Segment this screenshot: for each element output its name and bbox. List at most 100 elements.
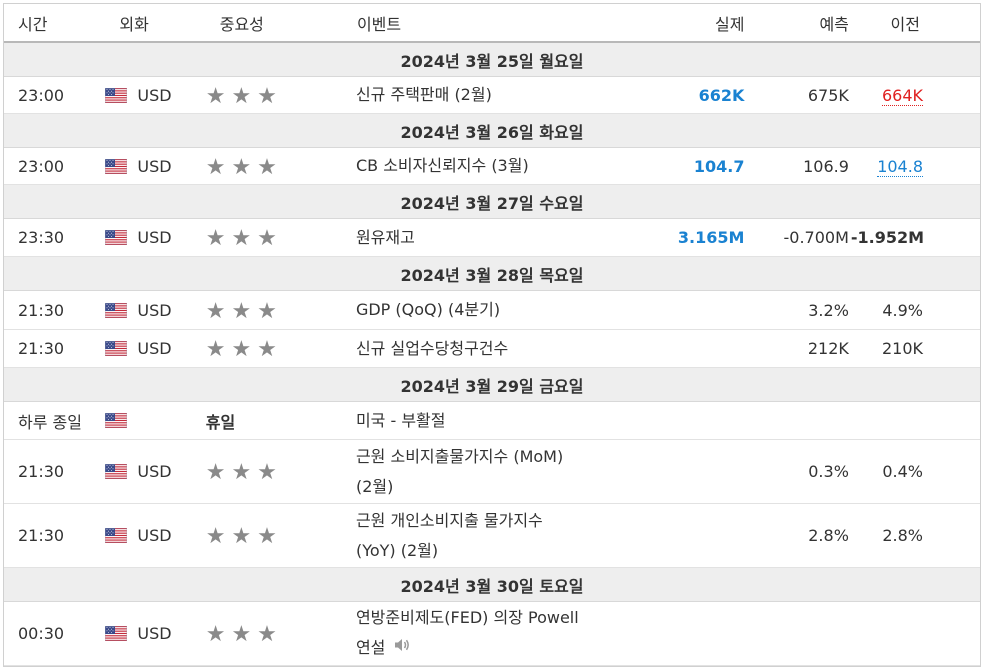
- holiday-row[interactable]: 하루 종일 휴일 미국 - 부활절: [4, 401, 980, 440]
- us-flag-icon: [105, 341, 127, 356]
- actual-value: 104.7: [693, 156, 745, 176]
- us-flag-icon: [105, 528, 127, 543]
- currency-cell: USD: [105, 503, 206, 568]
- event-name-line1: 연방준비제도(FED) 의장 Powell: [355, 608, 579, 628]
- importance-cell: ★★★: [205, 147, 343, 185]
- currency-code: USD: [137, 156, 172, 176]
- currency-cell: USD: [105, 218, 206, 257]
- header-row: 시간 외화 중요성 이벤트 실제 예측 이전: [4, 4, 980, 43]
- currency-cell: [105, 401, 206, 440]
- currency-code: USD: [137, 526, 172, 545]
- forecast-value: 675K: [746, 76, 851, 114]
- previous-value: 2.8%: [850, 503, 980, 568]
- importance-stars-icon: ★★★: [205, 337, 283, 362]
- event-name-link[interactable]: 신규 주택판매 (2월): [342, 76, 626, 114]
- event-row[interactable]: 00:30 USD ★★★ 연방준비제도(FED) 의장 Powell 연설: [4, 601, 980, 666]
- previous-value-revised[interactable]: 104.8: [877, 156, 923, 177]
- calendar-table: 시간 외화 중요성 이벤트 실제 예측 이전 2024년 3월 25일 월요일 …: [4, 4, 980, 666]
- previous-value: -1.952M: [850, 228, 925, 247]
- previous-value: [850, 601, 980, 666]
- currency-code: USD: [137, 85, 172, 105]
- date-row: 2024년 3월 26일 화요일: [4, 113, 980, 148]
- importance-cell: ★★★: [205, 439, 343, 504]
- previous-value-revised[interactable]: 664K: [881, 85, 923, 106]
- previous-value: 0.4%: [850, 439, 980, 504]
- us-flag-icon: [105, 413, 127, 428]
- actual-value: [625, 329, 747, 368]
- date-row: 2024년 3월 25일 월요일: [4, 42, 980, 77]
- event-name-link[interactable]: 근원 개인소비지출 물가지수 (YoY) (2월): [342, 503, 626, 568]
- column-header-forecast[interactable]: 예측: [746, 4, 851, 43]
- actual-value: [625, 290, 747, 330]
- importance-stars-icon: ★★★: [205, 83, 283, 109]
- column-header-previous[interactable]: 이전: [850, 4, 980, 43]
- us-flag-icon: [105, 303, 127, 318]
- event-time: 21:30: [4, 503, 106, 568]
- importance-stars-icon: ★★★: [205, 460, 283, 485]
- actual-value: 3.165M: [677, 228, 745, 247]
- currency-code: USD: [137, 462, 172, 481]
- currency-code: USD: [137, 624, 172, 643]
- actual-value: [625, 601, 747, 666]
- speaker-icon[interactable]: [393, 633, 411, 663]
- event-time: 21:30: [4, 329, 106, 368]
- currency-cell: USD: [105, 147, 206, 185]
- event-name-link[interactable]: GDP (QoQ) (4분기): [342, 290, 626, 330]
- event-name-link[interactable]: 연방준비제도(FED) 의장 Powell 연설: [342, 601, 626, 666]
- forecast-value: [746, 601, 851, 666]
- forecast-value: 2.8%: [746, 503, 851, 568]
- currency-cell: USD: [105, 601, 206, 666]
- actual-value: 662K: [698, 85, 745, 105]
- us-flag-icon: [105, 626, 127, 641]
- forecast-value: 0.3%: [746, 439, 851, 504]
- actual-value: [625, 503, 747, 568]
- forecast-value: 212K: [746, 329, 851, 368]
- importance-stars-icon: ★★★: [205, 154, 283, 180]
- column-header-currency[interactable]: 외화: [105, 4, 206, 43]
- event-name-line1: 근원 소비지출물가지수 (MoM): [355, 446, 564, 466]
- us-flag-icon: [105, 230, 127, 245]
- event-name-line2: (YoY) (2월): [355, 540, 439, 560]
- event-row[interactable]: 23:00 USD ★★★ 신규 주택판매 (2월) 662K 675K 664…: [4, 76, 980, 114]
- column-header-actual[interactable]: 실제: [625, 4, 747, 43]
- column-header-time[interactable]: 시간: [4, 4, 106, 43]
- event-row[interactable]: 23:00 USD ★★★ CB 소비자신뢰지수 (3월) 104.7 106.…: [4, 147, 980, 185]
- actual-value: [625, 439, 747, 504]
- importance-cell: ★★★: [205, 601, 343, 666]
- importance-cell: 휴일: [205, 401, 343, 440]
- event-name-link[interactable]: 신규 실업수당청구건수: [342, 329, 626, 368]
- event-name-link[interactable]: CB 소비자신뢰지수 (3월): [342, 147, 626, 185]
- event-name-link[interactable]: 원유재고: [342, 218, 626, 257]
- event-row[interactable]: 21:30 USD ★★★ GDP (QoQ) (4분기) 3.2% 4.9%: [4, 290, 980, 330]
- date-row: 2024년 3월 28일 목요일: [4, 256, 980, 291]
- currency-cell: USD: [105, 76, 206, 114]
- event-name-link[interactable]: 근원 소비지출물가지수 (MoM) (2월): [342, 439, 626, 504]
- event-row[interactable]: 21:30 USD ★★★ 근원 소비지출물가지수 (MoM) (2월) 0.3%…: [4, 439, 980, 504]
- importance-cell: ★★★: [205, 503, 343, 568]
- column-header-event[interactable]: 이벤트: [342, 4, 626, 43]
- event-name-line2: (2월): [355, 476, 394, 496]
- event-name-line1: 근원 개인소비지출 물가지수: [355, 510, 543, 530]
- event-time: 23:30: [4, 218, 106, 257]
- date-label: 2024년 3월 25일 월요일: [4, 42, 980, 77]
- date-row: 2024년 3월 27일 수요일: [4, 184, 980, 219]
- us-flag-icon: [105, 464, 127, 479]
- importance-cell: ★★★: [205, 290, 343, 330]
- event-time: 00:30: [4, 601, 106, 666]
- column-header-importance[interactable]: 중요성: [205, 4, 343, 43]
- forecast-value: 106.9: [746, 147, 851, 185]
- event-row[interactable]: 21:30 USD ★★★ 근원 개인소비지출 물가지수 (YoY) (2월) 2…: [4, 503, 980, 568]
- event-row[interactable]: 21:30 USD ★★★ 신규 실업수당청구건수 212K 210K: [4, 329, 980, 368]
- importance-stars-icon: ★★★: [205, 226, 283, 251]
- event-time: 21:30: [4, 290, 106, 330]
- date-label: 2024년 3월 30일 토요일: [4, 567, 980, 602]
- importance-cell: ★★★: [205, 218, 343, 257]
- previous-value: 210K: [850, 329, 980, 368]
- event-time: 23:00: [4, 76, 106, 114]
- currency-cell: USD: [105, 290, 206, 330]
- currency-cell: USD: [105, 439, 206, 504]
- event-row[interactable]: 23:30 USD ★★★ 원유재고 3.165M -0.700M -1.952…: [4, 218, 980, 257]
- event-time: 23:00: [4, 147, 106, 185]
- forecast-value: -0.700M: [746, 218, 851, 257]
- currency-code: USD: [137, 339, 172, 358]
